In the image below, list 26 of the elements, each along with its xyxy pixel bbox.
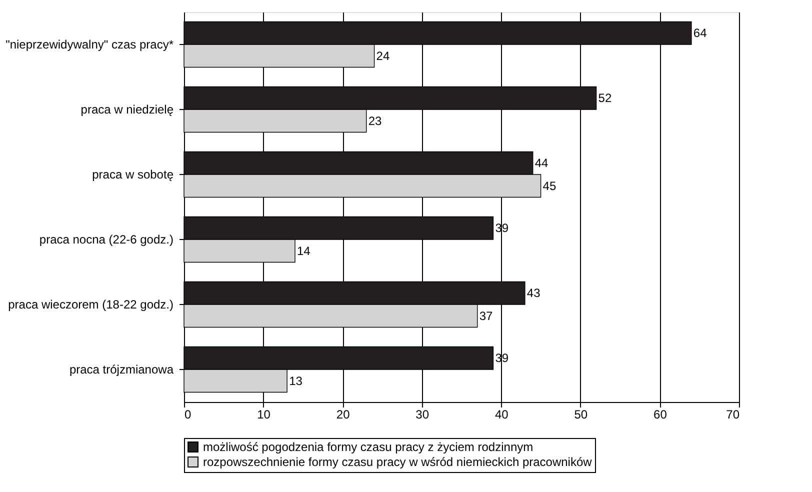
x-tick-label: 60 bbox=[654, 408, 668, 422]
y-tick-label: praca trójzmianowa bbox=[69, 362, 174, 376]
y-tick-label: praca w niedzielę bbox=[80, 102, 174, 116]
legend-label: możliwość pogodzenia formy czasu pracy z życiem rodzinnym bbox=[203, 440, 534, 454]
x-tick-label: 30 bbox=[416, 408, 430, 422]
y-tick-label: praca nocna (22-6 godz.) bbox=[39, 232, 174, 246]
x-tick-label: 10 bbox=[257, 408, 271, 422]
data-label: 14 bbox=[297, 244, 311, 258]
x-tick-label: 50 bbox=[574, 408, 588, 422]
data-label: 24 bbox=[376, 48, 390, 63]
y-tick-label: "nieprzewidywalny" czas pracy* bbox=[6, 38, 174, 52]
data-label: 45 bbox=[542, 178, 556, 193]
data-label: 13 bbox=[289, 374, 303, 388]
y-tick-label: praca w sobotę bbox=[92, 168, 174, 182]
x-tick-label: 40 bbox=[494, 408, 509, 422]
data-label: 37 bbox=[479, 308, 494, 323]
data-label: 44 bbox=[534, 156, 549, 170]
x-tick-label: 20 bbox=[336, 408, 350, 422]
x-tick-label: 0 bbox=[184, 408, 192, 422]
y-tick-label: praca wieczorem (18-22 godz.) bbox=[8, 298, 174, 312]
data-label: 64 bbox=[693, 26, 708, 40]
data-label: 52 bbox=[598, 91, 612, 106]
x-tick-label: 70 bbox=[726, 408, 740, 422]
legend-label: rozpowszechnienie formy czasu pracy w wśród niemieckich pracowników bbox=[203, 455, 592, 469]
data-label: 43 bbox=[526, 286, 541, 300]
data-label: 23 bbox=[368, 114, 382, 128]
